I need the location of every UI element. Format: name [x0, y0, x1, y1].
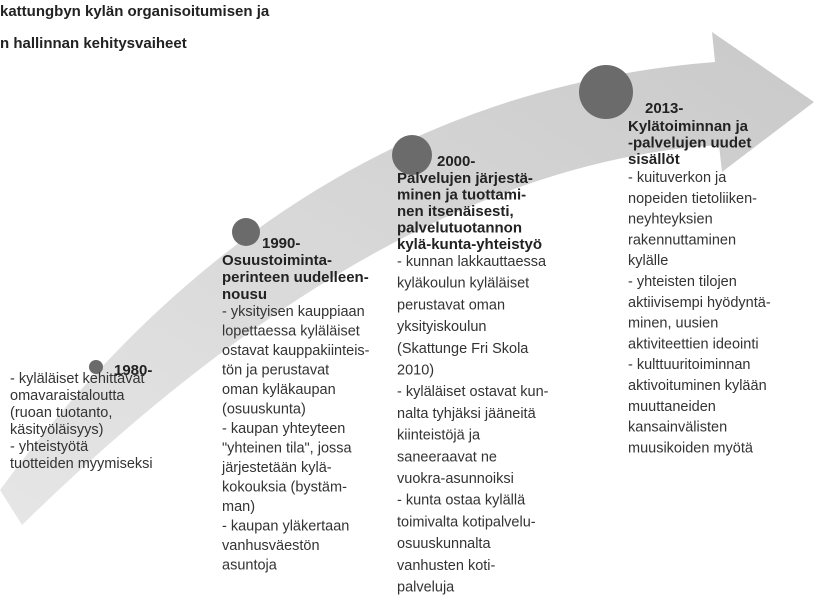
stage-year: 2013- — [645, 100, 683, 117]
stage-dot — [579, 65, 633, 119]
stage-text: kylälle — [628, 253, 668, 269]
stage-year: 1980- — [114, 362, 152, 379]
stage-dot — [392, 135, 432, 175]
stage-text: oman kyläkaupan — [222, 382, 336, 398]
stage-text: - kulttuuritoiminnan — [628, 357, 751, 373]
stage-text: käsityöläisyys) — [10, 422, 103, 438]
stage-text: nopeiden tietoliiken- — [628, 191, 757, 207]
stage-text: - yhteisten tilojen — [628, 274, 737, 290]
stage-year: 2000- — [437, 153, 475, 170]
stage-text: vuokra-asunnoiksi — [397, 471, 514, 487]
title: n hallinnan kehitysvaiheet — [0, 35, 187, 52]
stage-text: - kunnan lakkauttaessa — [397, 254, 547, 270]
stage-text: aktiivisempi hyödyntä- — [628, 295, 771, 311]
stage-heading: minen ja tuottami- — [397, 187, 526, 204]
stage-text: osuuskunnalta — [397, 536, 491, 552]
stage-heading: palvelutuotannon — [397, 220, 522, 237]
stage-text: kiinteistöjä ja — [397, 428, 481, 444]
stage-text: - yksityisen kauppiaan — [222, 304, 365, 320]
arrow — [0, 32, 814, 525]
stage-text: - kyläläiset ostavat kun- — [397, 384, 549, 400]
stage-text: saneeraavat ne — [397, 449, 497, 465]
stage-text: man) — [222, 499, 255, 515]
stage-text: - kunta ostaa kylällä — [397, 493, 526, 509]
stage-text: aktiviteettien ideointi — [628, 336, 759, 352]
stage-heading: perinteen uudelleen- — [222, 269, 369, 286]
stage-text: tön ja perustavat — [222, 363, 329, 379]
stage-text: järjestetään kylä- — [221, 460, 332, 476]
stage-heading: nen itsenäisesti, — [397, 203, 514, 220]
stage-text: perustavat oman — [397, 297, 505, 313]
stage-text: - kuituverkon ja — [628, 170, 727, 186]
stage-dot — [89, 360, 103, 374]
stage-text: - yhteistyötä — [10, 439, 89, 455]
stage-text: nalta tyhjäksi jääneitä — [397, 406, 537, 422]
stage-text: aktivoituminen kylään — [628, 378, 767, 394]
title: kattungbyn kylän organisoitumisen ja — [0, 3, 270, 20]
stage-text: rakennuttaminen — [628, 232, 736, 248]
stage-text: "yhteinen tila", jossa — [222, 441, 353, 457]
stage-dot — [232, 218, 260, 246]
stage-text: lopettaessa kyläläiset — [222, 324, 360, 340]
stage-text: neyhteyksien — [628, 212, 713, 228]
stage-heading: Kylätoiminnan ja — [628, 118, 749, 135]
stage-text: toimivalta kotipalvelu- — [397, 514, 536, 530]
stage-text: - kaupan yhteyteen — [222, 421, 345, 437]
stage-text: tuotteiden myymiseksi — [10, 456, 153, 472]
stage-text: minen, uusien — [628, 316, 718, 332]
stage-text: muuttaneiden — [628, 399, 716, 415]
stage-text: yksityiskoulun — [397, 319, 486, 335]
stage-text: ostavat kauppakiinteis- — [222, 343, 370, 359]
stage-text: 2010) — [397, 363, 434, 379]
stage-heading: nousu — [222, 286, 267, 303]
stage-text: palveluja — [397, 580, 455, 596]
stage-text: (Skattunge Fri Skola — [397, 341, 529, 357]
stage-text: (ruoan tuotanto, — [10, 405, 112, 421]
stage-heading: Palvelujen järjestä- — [397, 170, 533, 187]
stage-text: - kyläläiset kehittävät — [10, 371, 145, 387]
stage-heading: -palvelujen uudet — [628, 135, 751, 152]
stage-text: kansainvälisten — [628, 420, 727, 436]
stage-text: omavaraistaloutta — [10, 388, 125, 404]
stage-text: kokouksia (bystäm- — [222, 480, 347, 496]
stage-text: (osuuskunta) — [222, 402, 306, 418]
stage-text: vanhusväestön — [222, 538, 320, 554]
stage-heading: sisällöt — [628, 151, 680, 168]
stage-text: - kaupan yläkertaan — [222, 519, 349, 535]
stage-heading: Osuustoiminta- — [222, 252, 332, 269]
stage-text: muusikoiden myötä — [628, 440, 754, 456]
stage-text: asuntoja — [222, 558, 278, 574]
stage-heading: kylä-kunta-yhteistyö — [397, 236, 542, 253]
stage-year: 1990- — [262, 235, 300, 252]
stage-text: vanhusten koti- — [397, 558, 496, 574]
stage-text: kyläkoulun kyläläiset — [397, 276, 529, 292]
